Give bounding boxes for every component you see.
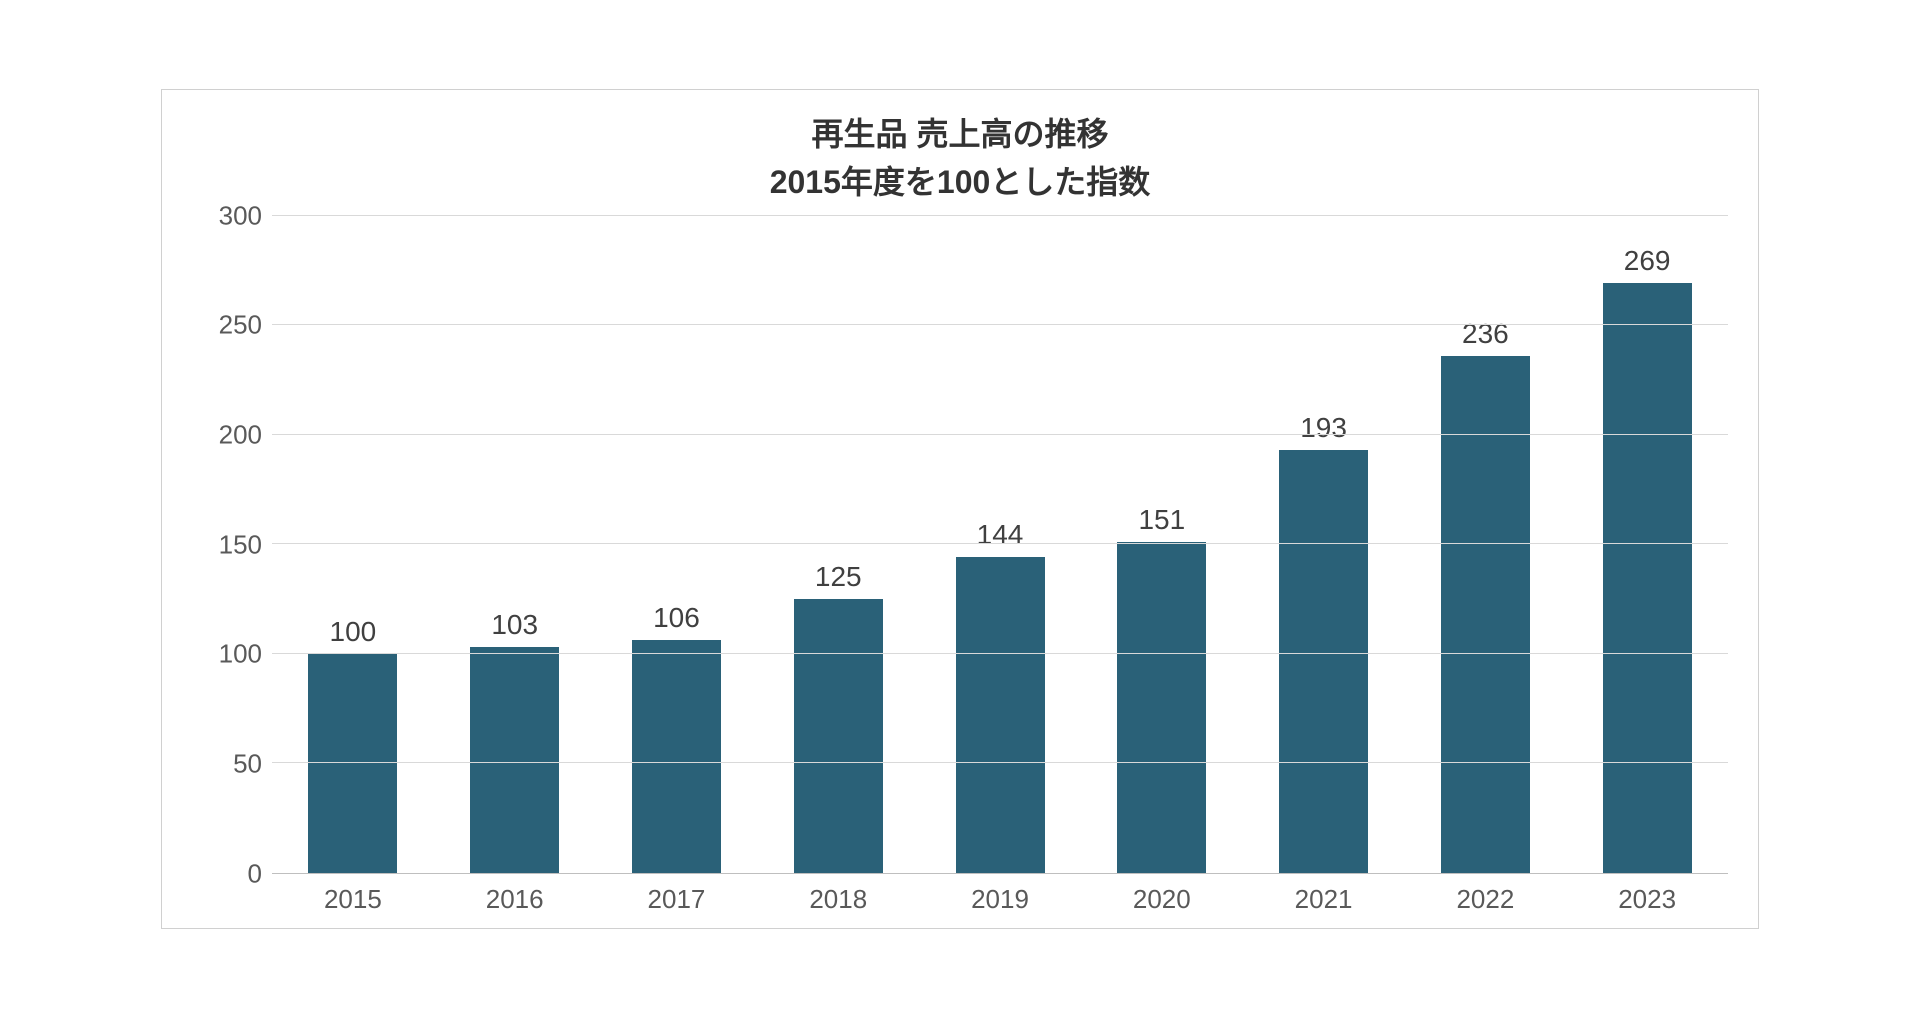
x-tick-label: 2023 [1566, 884, 1728, 915]
bar-value-label: 125 [815, 561, 862, 593]
bar [1117, 542, 1206, 873]
y-tick-label: 250 [219, 310, 262, 341]
bar-value-label: 236 [1462, 318, 1509, 350]
x-tick-label: 2016 [434, 884, 596, 915]
gridline [272, 434, 1728, 435]
bar-slot: 125 [757, 216, 919, 873]
chart-title-line2: 2015年度を100とした指数 [192, 158, 1728, 206]
plot-area: 050100150200250300 100103106125144151193… [192, 216, 1728, 874]
x-tick-label: 2018 [757, 884, 919, 915]
bar-value-label: 103 [491, 609, 538, 641]
bar-slot: 106 [596, 216, 758, 873]
bar-slot: 100 [272, 216, 434, 873]
y-tick-label: 100 [219, 639, 262, 670]
y-tick-label: 300 [219, 200, 262, 231]
bar [470, 647, 559, 873]
x-tick-label: 2022 [1404, 884, 1566, 915]
x-axis: 201520162017201820192020202120222023 [272, 884, 1728, 915]
bar-slot: 236 [1404, 216, 1566, 873]
gridline [272, 324, 1728, 325]
chart-title-line1: 再生品 売上高の推移 [192, 110, 1728, 158]
y-tick-label: 200 [219, 419, 262, 450]
x-tick-label: 2019 [919, 884, 1081, 915]
x-tick-label: 2020 [1081, 884, 1243, 915]
bar [1603, 283, 1692, 872]
bar [308, 654, 397, 873]
bar-slot: 103 [434, 216, 596, 873]
x-tick-label: 2021 [1243, 884, 1405, 915]
y-tick-label: 50 [233, 748, 262, 779]
bar-value-label: 269 [1624, 245, 1671, 277]
bar-value-label: 193 [1300, 412, 1347, 444]
gridline [272, 653, 1728, 654]
bar-value-label: 106 [653, 602, 700, 634]
bar-slot: 144 [919, 216, 1081, 873]
bar-value-label: 100 [330, 616, 377, 648]
bar-value-label: 151 [1138, 504, 1185, 536]
bars-container: 100 103 106 125 144 151 193 236 269 [272, 216, 1728, 873]
bar [956, 557, 1045, 872]
gridline [272, 215, 1728, 216]
bar [632, 640, 721, 872]
bar-value-label: 144 [977, 519, 1024, 551]
x-tick-label: 2017 [596, 884, 758, 915]
y-tick-label: 0 [248, 858, 262, 889]
bar-slot: 269 [1566, 216, 1728, 873]
gridline [272, 543, 1728, 544]
chart-title-block: 再生品 売上高の推移 2015年度を100とした指数 [192, 110, 1728, 206]
chart-frame: 再生品 売上高の推移 2015年度を100とした指数 0 50 100 150 200 2… [161, 89, 1759, 929]
plot: 100 103 106 125 144 151 193 236 269 [272, 216, 1728, 874]
bar [794, 599, 883, 873]
gridline [272, 762, 1728, 763]
bar [1279, 450, 1368, 873]
y-tick-label: 150 [219, 529, 262, 560]
y-axis: 050100150200250300 [192, 216, 272, 874]
bar-slot: 151 [1081, 216, 1243, 873]
bar-slot: 193 [1243, 216, 1405, 873]
x-tick-label: 2015 [272, 884, 434, 915]
